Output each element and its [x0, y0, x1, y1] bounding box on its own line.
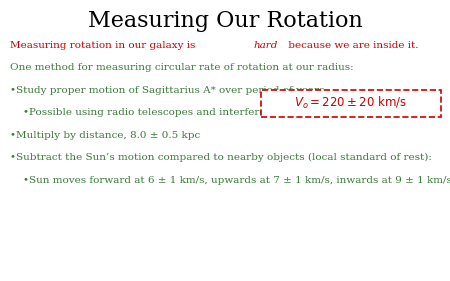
Text: •Sun moves forward at 6 ± 1 km/s, upwards at 7 ± 1 km/s, inwards at 9 ± 1 km/s: •Sun moves forward at 6 ± 1 km/s, upward…: [10, 176, 450, 185]
Text: •Multiply by distance, 8.0 ± 0.5 kpc: •Multiply by distance, 8.0 ± 0.5 kpc: [10, 131, 200, 140]
Text: •Study proper motion of Sagittarius A* over period of years: •Study proper motion of Sagittarius A* o…: [10, 86, 324, 95]
Text: •Subtract the Sun’s motion compared to nearby objects (local standard of rest):: •Subtract the Sun’s motion compared to n…: [10, 153, 432, 162]
Text: $\mathit{V_o} = 220 \pm 20\ \mathrm{km/s}$: $\mathit{V_o} = 220 \pm 20\ \mathrm{km/s…: [294, 95, 408, 111]
Text: hard: hard: [253, 41, 278, 50]
Text: •Possible using radio telescopes and interferometry: •Possible using radio telescopes and int…: [10, 108, 297, 117]
FancyBboxPatch shape: [261, 90, 441, 117]
Text: One method for measuring circular rate of rotation at our radius:: One method for measuring circular rate o…: [10, 63, 354, 72]
Text: Measuring rotation in our galaxy is: Measuring rotation in our galaxy is: [10, 41, 198, 50]
Text: Measuring Our Rotation: Measuring Our Rotation: [88, 10, 362, 32]
Text: because we are inside it.: because we are inside it.: [285, 41, 418, 50]
